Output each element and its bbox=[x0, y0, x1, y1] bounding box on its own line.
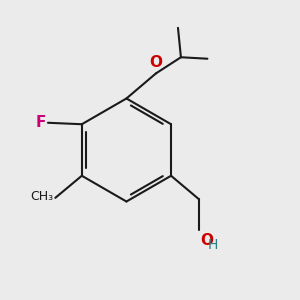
Text: CH₃: CH₃ bbox=[30, 190, 53, 203]
Text: F: F bbox=[35, 115, 46, 130]
Text: H: H bbox=[207, 238, 218, 252]
Text: O: O bbox=[149, 55, 162, 70]
Text: O: O bbox=[200, 232, 214, 247]
